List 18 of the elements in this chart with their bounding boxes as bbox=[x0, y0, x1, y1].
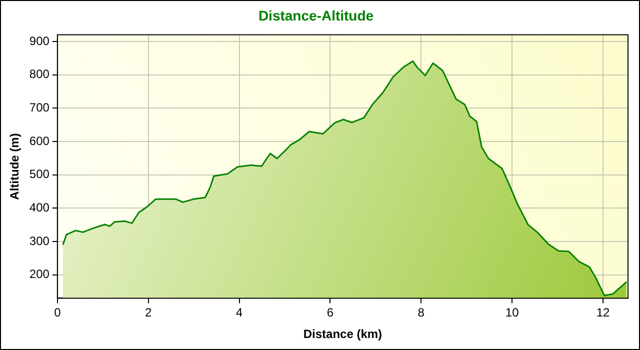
y-tick-label: 300 bbox=[29, 234, 50, 248]
x-tick-label: 0 bbox=[54, 306, 62, 320]
y-tick-label: 700 bbox=[29, 100, 50, 114]
y-tick-label: 500 bbox=[29, 167, 50, 182]
chart-title: Distance-Altitude bbox=[258, 7, 374, 24]
y-tick-label: 400 bbox=[29, 200, 50, 214]
x-tick-label: 10 bbox=[505, 306, 520, 320]
x-axis-title: Distance (km) bbox=[303, 327, 382, 342]
x-tick-label: 12 bbox=[596, 306, 610, 320]
x-tick-label: 8 bbox=[418, 306, 425, 320]
y-tick-label: 600 bbox=[29, 134, 50, 148]
y-tick-label: 900 bbox=[29, 34, 50, 48]
x-tick-label: 6 bbox=[326, 306, 334, 320]
x-tick-label: 4 bbox=[236, 306, 243, 320]
x-tick-label: 2 bbox=[145, 306, 152, 320]
y-tick-label: 800 bbox=[29, 67, 50, 82]
y-tick-label: 200 bbox=[29, 267, 50, 282]
y-axis-title: Altitude (m) bbox=[8, 133, 22, 200]
